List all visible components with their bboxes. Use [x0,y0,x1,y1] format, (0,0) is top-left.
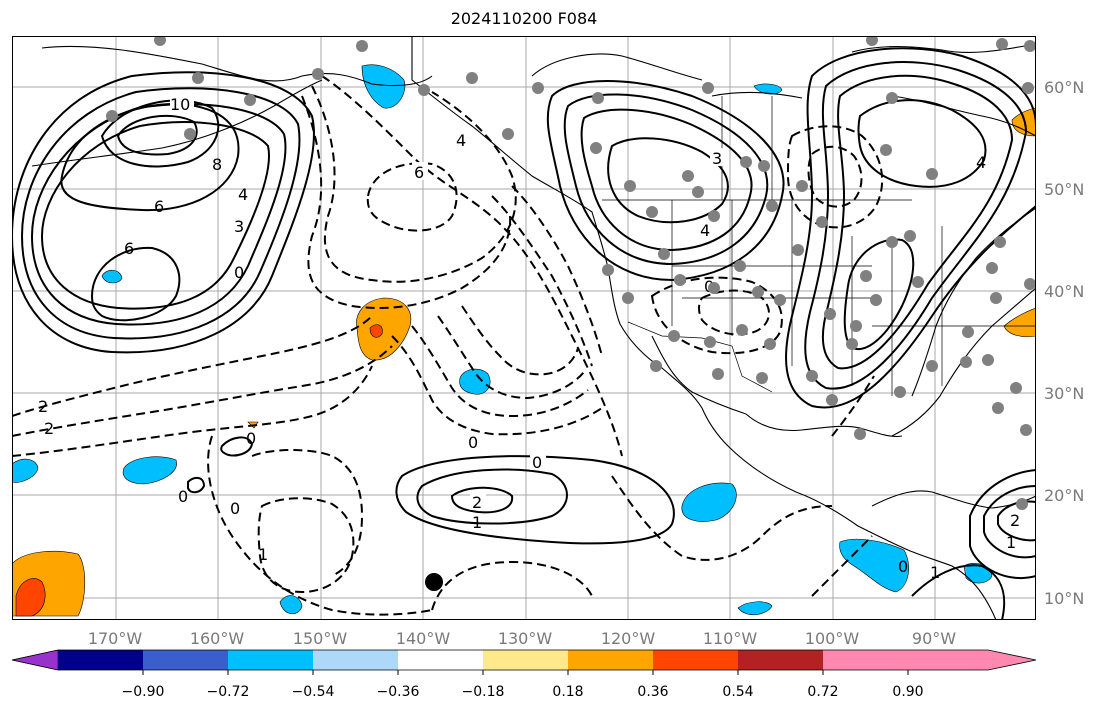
colorbar-tick: −0.54 [292,684,335,700]
graticule [12,36,1036,620]
contour-label: 1 [930,563,940,582]
colorbar-extend-low [11,649,59,671]
colorbar-tick: 0.18 [552,684,583,700]
colorbar-segment [483,650,568,670]
contour-label: 1 [1006,533,1016,552]
colorbar-tick: −0.36 [377,684,420,700]
storm-center-marker [425,573,443,591]
positive-contours [12,47,1036,620]
lon-label: 160°W [190,629,245,648]
colorbar-segment [58,650,143,670]
contour-label: 0 [532,453,542,472]
contour-label: 2 [472,493,482,512]
lat-label: 50°N [1044,180,1084,199]
map-title: 2024110200 F084 [450,9,598,28]
colorbar-segment [823,650,908,670]
contour-label: 0 [178,487,188,506]
contour-label: 6 [414,163,424,182]
map-border [12,36,1036,620]
lon-label: 130°W [498,629,553,648]
colorbar-tick: 0.72 [807,684,838,700]
lon-label: 90°W [912,629,956,648]
colorbar-segment [398,650,483,670]
lon-label: 140°W [396,629,451,648]
contour-label: 1 [258,545,268,564]
colorbar-tick: 0.90 [892,684,923,700]
lon-label: 110°W [703,629,758,648]
contour-label: 3 [712,149,722,168]
lat-label: 60°N [1044,78,1084,97]
map-canvas: 10 8 6 6 4 3 0 6 4 2 2 0 0 0 1 2 1 0 0 3… [12,36,1036,620]
colorbar-segment [143,650,228,670]
lat-label: 30°N [1044,384,1084,403]
contour-label: 6 [154,197,164,216]
colorbar-segment [228,650,313,670]
contour-label: 0 [898,557,908,576]
lat-label: 10°N [1044,589,1084,608]
colorbar-tick: 0.54 [722,684,753,700]
contour-label: 0 [230,499,240,518]
contour-label: 2 [1010,511,1020,530]
colorbar-tick: −0.18 [462,684,505,700]
contour-label: 2 [44,419,54,438]
contour-label: 0 [246,429,256,448]
contour-label: 4 [700,221,710,240]
colorbar-segment [313,650,398,670]
lon-label: 120°W [601,629,656,648]
contour-label: 2 [38,397,48,416]
contour-label: 10 [170,95,190,114]
colorbar-tick: 0.36 [637,684,668,700]
contour-label: 1 [472,513,482,532]
colorbar-segment [568,650,653,670]
colorbar-segment [653,650,738,670]
map-panel: 10 8 6 6 4 3 0 6 4 2 2 0 0 0 1 2 1 0 0 3… [12,36,1036,620]
lat-label: 20°N [1044,486,1084,505]
contour-label: 0 [234,263,244,282]
colorbar-extend-high [908,650,1036,670]
contour-label: 6 [124,239,134,258]
contour-label: 0 [468,433,478,452]
contour-label: 4 [976,153,986,172]
station-dots [106,36,1036,510]
lon-label: 100°W [805,629,860,648]
contour-label: 4 [456,131,466,150]
negative-contours [12,75,884,616]
colorbar-segment [738,650,823,670]
contour-label: 3 [234,217,244,236]
borders [602,96,1036,396]
lat-axis: 60°N 50°N 40°N 30°N 20°N 10°N [1044,78,1084,608]
lat-label: 40°N [1044,282,1084,301]
colorbar-tick: −0.90 [122,684,165,700]
contour-label: 8 [212,155,222,174]
contour-labels: 10 8 6 6 4 3 0 6 4 2 2 0 0 0 1 2 1 0 0 3… [38,94,1020,582]
lon-axis: 170°W 160°W 150°W 140°W 130°W 120°W 110°… [88,629,956,648]
lon-label: 170°W [88,629,143,648]
colorbar-tick: −0.72 [207,684,250,700]
anomaly-shading [12,64,1036,617]
contour-label: 4 [238,185,248,204]
lon-label: 150°W [293,629,348,648]
colorbar: −0.90 −0.72 −0.54 −0.36 −0.18 0.18 0.36 … [11,649,1037,700]
